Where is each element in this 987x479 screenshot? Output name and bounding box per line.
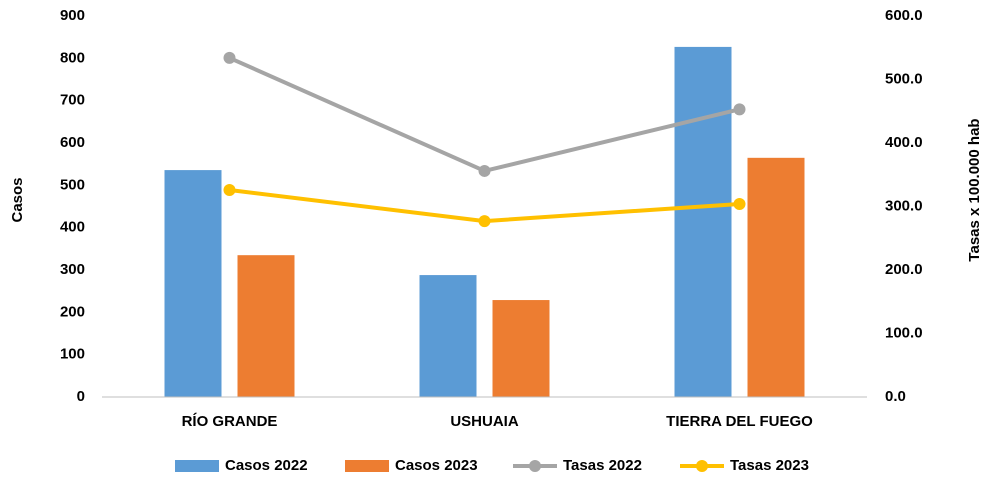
legend-label: Tasas 2023 <box>730 457 809 474</box>
bar <box>492 300 550 397</box>
y-axis-title: Casos <box>9 177 26 222</box>
y-tick-label: 400 <box>60 219 85 236</box>
y2-tick-label: 200.0 <box>885 261 923 278</box>
legend-label: Casos 2023 <box>395 457 478 474</box>
y2-tick-label: 600.0 <box>885 7 923 24</box>
y-tick-label: 900 <box>60 7 85 24</box>
y-tick-label: 600 <box>60 134 85 151</box>
point <box>223 183 236 196</box>
y2-tick-label: 100.0 <box>885 324 923 341</box>
y-tick-label: 800 <box>60 49 85 66</box>
legend-swatch <box>175 460 219 472</box>
y-tick-label: 200 <box>60 303 85 320</box>
y2-axis-title: Tasas x 100.000 hab <box>966 118 983 261</box>
legend-swatch <box>345 460 389 472</box>
legend-label: Tasas 2022 <box>563 457 642 474</box>
bar <box>237 255 295 397</box>
point <box>478 215 491 228</box>
line <box>228 56 740 174</box>
point <box>733 197 746 210</box>
point <box>223 51 236 64</box>
y-tick-label: 100 <box>60 346 85 363</box>
legend-swatch <box>696 460 708 472</box>
x-tick-label: RÍO GRANDE <box>182 413 278 430</box>
y2-tick-label: 400.0 <box>885 134 923 151</box>
x-tick-label: TIERRA DEL FUEGO <box>666 413 813 430</box>
x-tick-label: USHUAIA <box>450 413 519 430</box>
y-tick-label: 700 <box>60 92 85 109</box>
bar <box>164 170 222 397</box>
point <box>733 103 746 116</box>
y-tick-label: 500 <box>60 176 85 193</box>
bar <box>419 275 477 397</box>
y-tick-label: 0 <box>77 388 85 405</box>
y2-tick-label: 300.0 <box>885 197 923 214</box>
y2-tick-label: 0.0 <box>885 388 906 405</box>
legend-label: Casos 2022 <box>225 457 308 474</box>
bar <box>674 46 732 398</box>
y2-tick-label: 500.0 <box>885 70 923 87</box>
legend-swatch <box>529 460 541 472</box>
bar <box>747 157 805 397</box>
point <box>478 164 491 177</box>
y-tick-label: 300 <box>60 261 85 278</box>
